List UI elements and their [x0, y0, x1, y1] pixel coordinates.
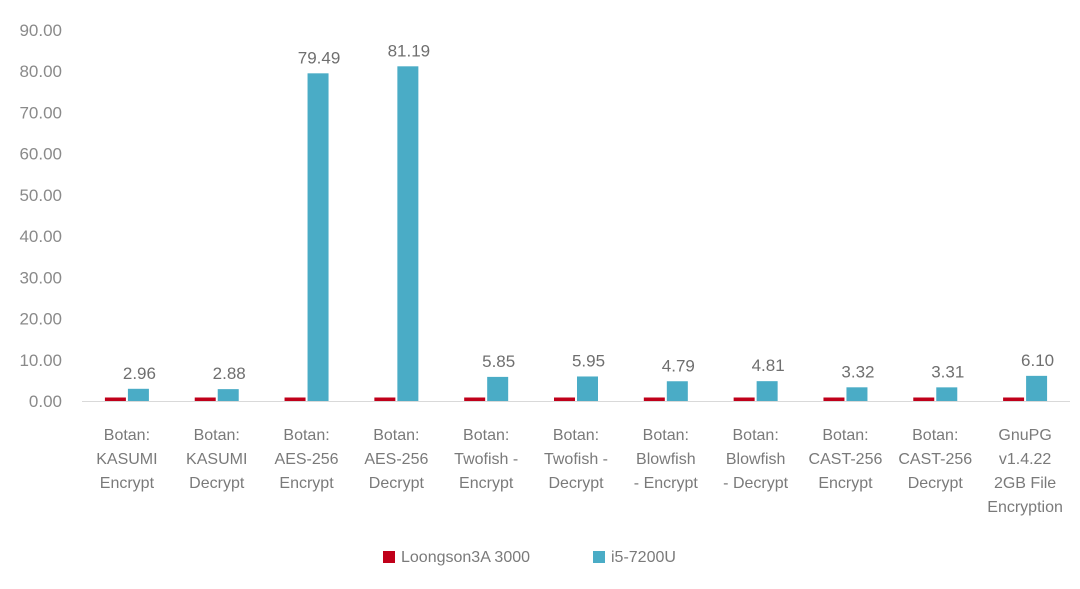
bar-loongson	[104, 397, 126, 401]
y-tick-label: 80.00	[19, 62, 62, 81]
x-category-label: Botan: AES-256 Decrypt	[364, 427, 428, 492]
bar-loongson	[554, 397, 575, 401]
bar-i5-7200u	[666, 381, 688, 401]
x-category-label: Botan: AES-256 Encrypt	[275, 427, 339, 492]
bar-loongson	[733, 397, 755, 401]
bar-loongson	[284, 397, 306, 401]
y-axis: 0.00 10.00 20.00 30.00 40.00 50.00 60.00 70.00 8…	[19, 21, 62, 411]
y-tick-label: 20.00	[19, 310, 62, 329]
bars	[104, 66, 1048, 402]
x-category-label: Botan: Twofish -Decrypt	[544, 427, 608, 492]
data-label: 3.32	[841, 362, 874, 381]
y-tick-label: 10.00	[19, 351, 62, 370]
legend-swatch	[593, 551, 605, 563]
y-tick-label: 90.00	[19, 21, 62, 40]
legend-label: Loongson3A 3000	[401, 549, 530, 566]
y-tick-label: 70.00	[19, 103, 62, 122]
bar-i5-7200u	[1026, 375, 1048, 401]
y-tick-label: 30.00	[19, 268, 62, 287]
bar-i5-7200u	[756, 381, 778, 401]
bar-i5-7200u	[487, 376, 509, 401]
bar-loongson	[913, 397, 935, 401]
x-category-label: Botan: Blowfish - Encrypt	[634, 427, 699, 492]
bar-i5-7200u	[127, 388, 149, 401]
bar-i5-7200u	[307, 73, 329, 401]
x-axis: Botan: KASUMI Encrypt Botan: KASUMI Decrypt Bo…	[82, 401, 1070, 516]
x-category-label: GnuPG v1.4.22 2GB File Encryption	[987, 427, 1063, 516]
data-label: 81.19	[388, 41, 431, 60]
data-label: 79.49	[298, 48, 341, 67]
data-label: 4.79	[662, 356, 695, 375]
bar-i5-7200u	[397, 66, 419, 402]
legend: Loongson3A 3000 i5-7200U	[383, 549, 676, 566]
y-tick-label: 60.00	[19, 145, 62, 164]
x-category-label: Botan: CAST-256 Decrypt	[898, 427, 972, 492]
data-label: 6.10	[1021, 351, 1054, 370]
legend-label: i5-7200U	[611, 549, 676, 566]
data-label: 2.96	[123, 364, 156, 383]
y-tick-label: 0.00	[29, 392, 62, 411]
bar-loongson	[643, 397, 665, 401]
bar-i5-7200u	[217, 389, 239, 401]
bar-loongson	[374, 397, 396, 401]
x-category-label: Botan: Twofish -Encrypt	[454, 427, 518, 492]
bar-i5-7200u	[577, 376, 598, 401]
data-labels: 2.96 2.88 79.49 81.19 5.85 5.95 4.79 4.81 3.32 3.…	[123, 41, 1054, 383]
y-tick-label: 40.00	[19, 227, 62, 246]
data-label: 3.31	[931, 362, 964, 381]
y-tick-label: 50.00	[19, 186, 62, 205]
bar-i5-7200u	[846, 387, 868, 401]
bar-loongson	[194, 397, 216, 401]
bar-loongson	[823, 397, 845, 401]
x-category-label: Botan: Blowfish - Decrypt	[723, 427, 788, 492]
x-category-label: Botan: CAST-256 Encrypt	[809, 427, 883, 492]
bar-i5-7200u	[936, 387, 958, 401]
bar-loongson	[1003, 397, 1025, 401]
data-label: 5.85	[482, 352, 515, 371]
data-label: 2.88	[213, 364, 246, 383]
legend-swatch	[383, 551, 395, 563]
x-category-label: Botan: KASUMI Encrypt	[96, 427, 157, 492]
x-category-label: Botan: KASUMI Decrypt	[186, 427, 247, 492]
data-label: 4.81	[752, 356, 785, 375]
data-label: 5.95	[572, 351, 605, 370]
bar-loongson	[464, 397, 486, 401]
